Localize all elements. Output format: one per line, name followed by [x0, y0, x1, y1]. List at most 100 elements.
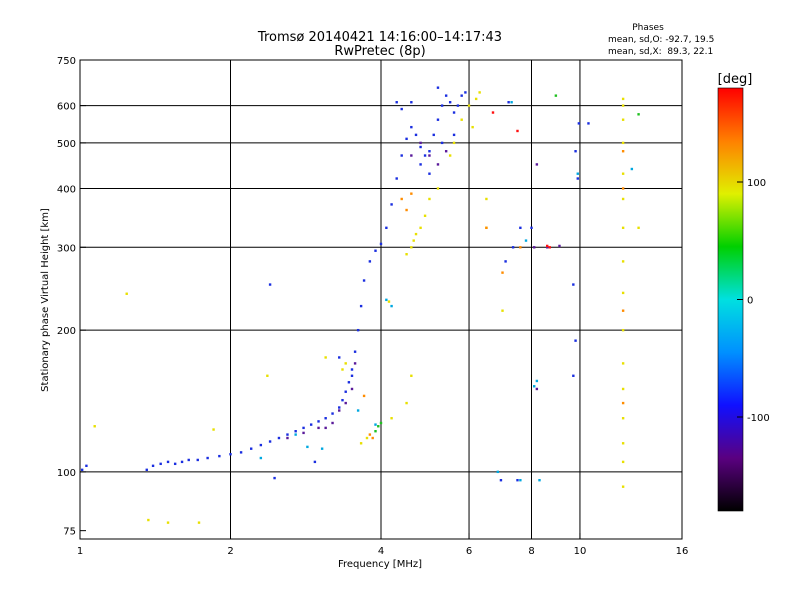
data-point — [436, 86, 440, 89]
data-point — [344, 362, 347, 365]
data-point — [324, 417, 327, 420]
data-point — [145, 468, 148, 472]
y-tick-label: 200 — [57, 326, 76, 337]
data-point — [387, 300, 391, 303]
data-point — [331, 412, 334, 415]
data-point — [532, 385, 536, 388]
data-point — [324, 356, 327, 359]
data-point — [467, 104, 471, 107]
data-point — [379, 421, 383, 425]
data-point — [501, 309, 504, 312]
data-point — [338, 409, 341, 412]
data-point — [428, 154, 431, 157]
y-tick-label: 400 — [57, 184, 76, 195]
data-point — [577, 122, 581, 125]
data-point — [338, 406, 341, 409]
data-point — [302, 426, 305, 430]
data-point — [331, 421, 334, 425]
data-point — [621, 150, 625, 153]
data-point — [448, 101, 452, 104]
data-point — [440, 104, 444, 107]
data-point — [320, 447, 324, 450]
data-point — [478, 91, 481, 94]
data-point — [621, 417, 625, 420]
data-point — [621, 460, 625, 464]
data-point — [621, 309, 625, 312]
data-point — [546, 246, 549, 249]
x-tick-label: 4 — [378, 546, 384, 557]
data-point — [410, 125, 413, 129]
data-point — [419, 226, 422, 230]
data-point — [268, 440, 272, 443]
chart-title: Tromsø 20140421 14:16:00–14:17:43 — [257, 30, 502, 45]
data-point — [412, 239, 415, 242]
data-point — [385, 226, 388, 230]
data-point — [390, 304, 393, 308]
data-point — [572, 283, 575, 286]
data-point — [452, 133, 456, 137]
data-point — [400, 197, 403, 201]
data-point — [197, 521, 201, 524]
data-point — [474, 97, 478, 101]
data-point — [356, 409, 360, 412]
data-point — [395, 101, 398, 104]
data-point — [516, 129, 519, 133]
data-point — [414, 133, 418, 137]
data-point — [405, 137, 408, 141]
data-point — [501, 271, 504, 274]
data-point — [344, 390, 347, 393]
data-point — [504, 260, 507, 263]
data-point — [218, 454, 221, 458]
data-point — [196, 458, 199, 462]
data-point — [93, 425, 96, 428]
data-point — [460, 118, 463, 121]
x-axis-label: Frequency [MHz] — [338, 559, 422, 570]
data-point — [516, 478, 519, 482]
phase-stats-line1: mean, sd,O: -92.7, 19.5 — [608, 35, 714, 45]
y-tick-label: 600 — [57, 102, 76, 113]
data-point — [452, 111, 456, 114]
data-point — [410, 101, 413, 104]
x-axis-ticks: 1 2 4 6 8 10 16 — [77, 533, 689, 557]
data-point — [535, 379, 539, 383]
data-point — [353, 362, 357, 365]
data-point — [448, 154, 452, 157]
data-point — [510, 101, 513, 104]
data-point — [405, 208, 408, 212]
data-point — [621, 387, 625, 391]
data-point — [428, 172, 431, 175]
data-point — [621, 226, 625, 230]
y-tick-label: 100 — [57, 468, 76, 479]
data-point — [368, 433, 372, 436]
data-point — [621, 118, 625, 121]
data-point — [309, 423, 313, 426]
data-point — [507, 101, 510, 104]
data-point — [621, 260, 625, 263]
colorbar-ticks: 100 0 -100 — [737, 178, 770, 424]
data-point — [621, 362, 625, 365]
data-point — [460, 94, 463, 97]
data-point — [621, 328, 625, 332]
data-point — [151, 464, 155, 468]
data-point — [410, 374, 413, 377]
data-point — [350, 368, 354, 371]
data-point — [377, 425, 380, 428]
data-point — [390, 203, 393, 206]
data-point — [621, 141, 625, 145]
x-tick-label: 16 — [676, 546, 689, 557]
data-point — [294, 430, 297, 433]
data-point — [85, 464, 88, 468]
data-point — [496, 470, 500, 474]
data-point — [428, 197, 431, 201]
x-tick-label: 10 — [574, 546, 587, 557]
data-point — [637, 226, 640, 230]
data-point — [535, 387, 539, 391]
colorbar-tick-label: 100 — [747, 178, 766, 189]
data-point — [621, 97, 625, 101]
data-point — [80, 468, 84, 472]
data-point — [524, 239, 528, 242]
data-point — [491, 111, 495, 114]
data-point — [428, 150, 431, 153]
data-point — [576, 172, 579, 175]
